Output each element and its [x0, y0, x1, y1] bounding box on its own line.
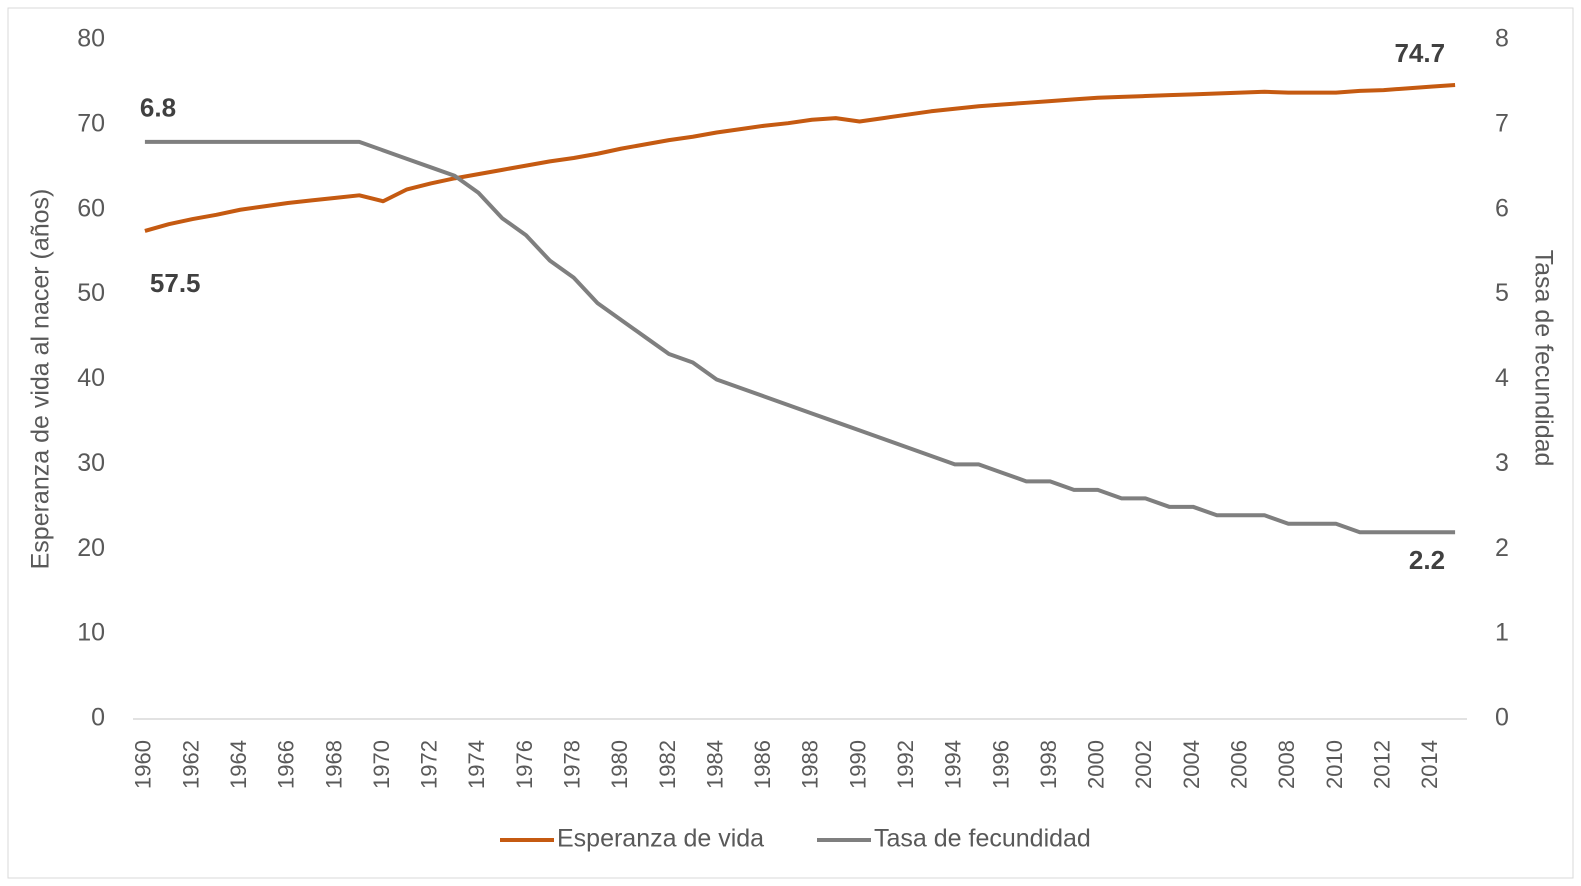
- data-label: 74.7: [1394, 38, 1445, 68]
- x-tick-label: 2012: [1369, 740, 1394, 789]
- x-tick-label: 1992: [893, 740, 918, 789]
- y2-tick-label: 2: [1495, 534, 1509, 562]
- x-tick-label: 1978: [560, 740, 585, 789]
- x-tick-label: 1966: [274, 740, 299, 789]
- y-tick-label: 70: [77, 109, 105, 137]
- y2-axis-label: Tasa de fecundidad: [1529, 250, 1557, 467]
- x-tick-label: 2014: [1417, 740, 1442, 789]
- x-tick-label: 2010: [1322, 740, 1347, 789]
- x-tick-label: 1960: [131, 740, 156, 789]
- y-tick-label: 20: [77, 534, 105, 562]
- y2-tick-label: 5: [1495, 279, 1509, 307]
- y-tick-label: 30: [77, 449, 105, 477]
- y-tick-label: 50: [77, 279, 105, 307]
- x-tick-label: 1996: [988, 740, 1013, 789]
- y2-tick-label: 7: [1495, 109, 1509, 137]
- y2-tick-label: 0: [1495, 704, 1509, 732]
- chart-frame: [7, 7, 1574, 879]
- legend-label: Esperanza de vida: [557, 825, 764, 853]
- x-tick-label: 1988: [798, 740, 823, 789]
- y-tick-label: 10: [77, 619, 105, 647]
- x-tick-label: 1972: [417, 740, 442, 789]
- y2-tick-label: 1: [1495, 619, 1509, 647]
- x-tick-label: 1962: [178, 740, 203, 789]
- x-tick-label: 1970: [369, 740, 394, 789]
- x-tick-label: 1994: [941, 740, 966, 789]
- x-tick-label: 2006: [1227, 740, 1252, 789]
- x-tick-label: 1986: [750, 740, 775, 789]
- x-tick-label: 1976: [512, 740, 537, 789]
- y2-tick-label: 8: [1495, 25, 1509, 53]
- y-tick-label: 80: [77, 25, 105, 53]
- y-tick-label: 60: [77, 194, 105, 222]
- legend-label: Tasa de fecundidad: [874, 825, 1091, 853]
- x-tick-label: 1982: [655, 740, 680, 789]
- line-series: [144, 82, 1456, 233]
- y-axis-label: Esperanza de vida al nacer (años): [27, 189, 55, 570]
- x-tick-label: 2002: [1131, 740, 1156, 789]
- x-tick-label: 1990: [845, 740, 870, 789]
- x-tick-label: 1964: [226, 740, 251, 789]
- line-series: [144, 139, 1456, 535]
- y2-tick-label: 6: [1495, 194, 1509, 222]
- y2-tick-label: 4: [1495, 364, 1509, 392]
- data-label: 6.8: [140, 93, 176, 123]
- data-label: 2.2: [1409, 545, 1445, 575]
- x-tick-label: 1984: [702, 740, 727, 789]
- x-tick-label: 1980: [607, 740, 632, 789]
- x-tick-label: 2000: [1084, 740, 1109, 789]
- x-tick-label: 2004: [1179, 740, 1204, 789]
- y-tick-label: 40: [77, 364, 105, 392]
- y-tick-label: 0: [91, 704, 105, 732]
- x-tick-label: 1968: [321, 740, 346, 789]
- y2-tick-label: 3: [1495, 449, 1509, 477]
- x-tick-label: 2008: [1274, 740, 1299, 789]
- data-label: 57.5: [150, 268, 201, 298]
- x-tick-label: 1998: [1036, 740, 1061, 789]
- x-tick-label: 1974: [464, 740, 489, 789]
